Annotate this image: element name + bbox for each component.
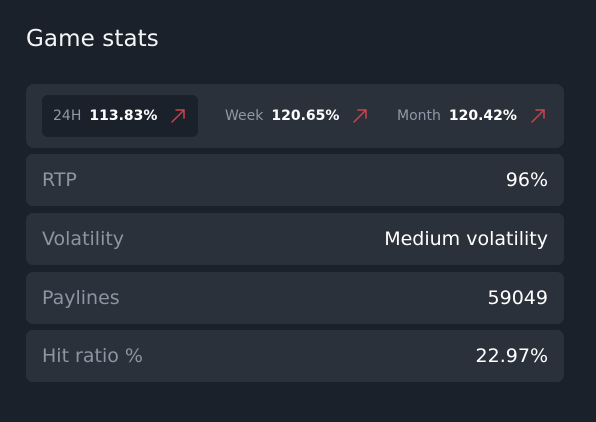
stat-row-rtp: RTP 96% xyxy=(26,154,564,206)
period-tab-24h[interactable]: 24H 113.83% xyxy=(42,95,199,137)
period-tab-week[interactable]: Week 120.65% xyxy=(214,95,380,137)
stat-label: RTP xyxy=(42,169,77,191)
period-tab-month[interactable]: Month 120.42% xyxy=(386,95,558,137)
stat-value: 22.97% xyxy=(475,345,548,367)
period-value: 120.42% xyxy=(448,108,517,124)
stat-value: 59049 xyxy=(487,287,548,309)
period-value: 120.65% xyxy=(271,108,340,124)
stat-label: Volatility xyxy=(42,228,125,250)
arrow-up-right-icon xyxy=(531,109,545,123)
period-label: Month xyxy=(397,108,441,124)
stat-value: Medium volatility xyxy=(384,228,548,250)
period-label: 24H xyxy=(53,108,82,124)
stat-row-volatility: Volatility Medium volatility xyxy=(26,213,564,265)
stat-label: Hit ratio % xyxy=(42,345,143,367)
panel-title: Game stats xyxy=(26,26,159,52)
stat-row-hit-ratio: Hit ratio % 22.97% xyxy=(26,330,564,382)
stat-row-paylines: Paylines 59049 xyxy=(26,272,564,324)
stat-label: Paylines xyxy=(42,287,120,309)
period-label: Week xyxy=(225,108,264,124)
period-selector: 24H 113.83% Week 120.65% Month 120.42% xyxy=(26,84,564,148)
arrow-up-right-icon xyxy=(171,109,186,123)
arrow-up-right-icon xyxy=(353,109,368,123)
period-value: 113.83% xyxy=(89,108,158,124)
stat-value: 96% xyxy=(505,169,548,191)
